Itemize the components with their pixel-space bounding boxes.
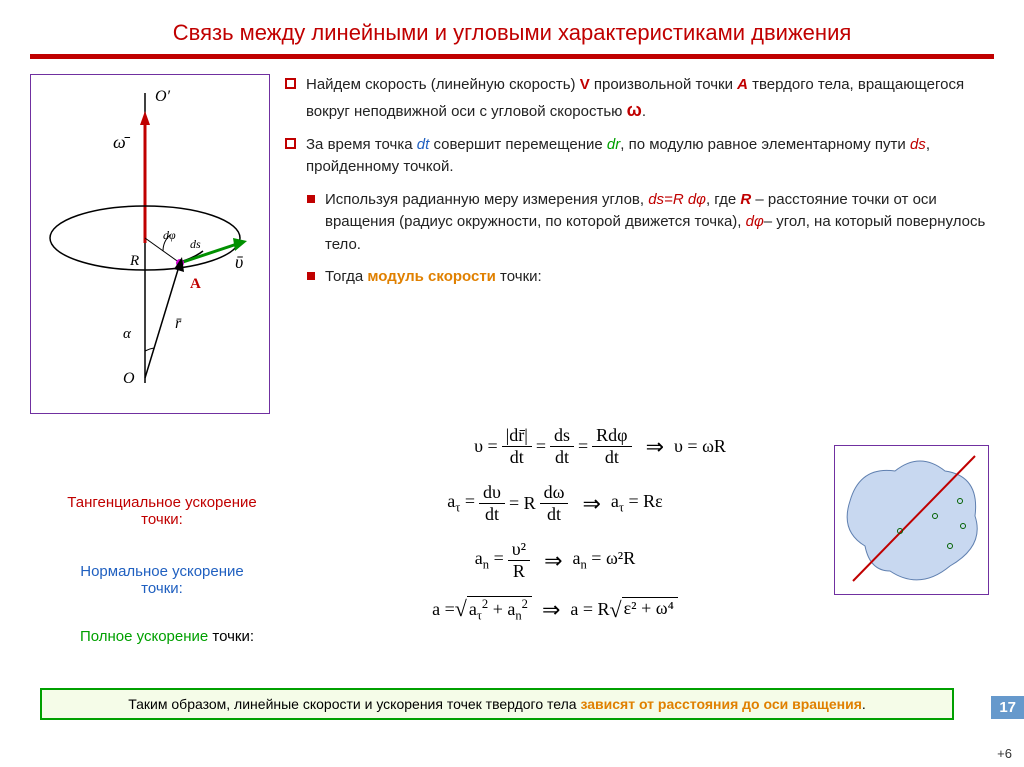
- label-O: O: [123, 370, 135, 387]
- formula-velocity: υ = |dr̄|dt = dsdt = Rdφdt ⇒ υ = ωR: [400, 425, 800, 468]
- label-alpha: α: [123, 326, 132, 342]
- label-Oprime: O′: [155, 88, 171, 105]
- label-normal: Нормальное ускорениеточки:: [52, 563, 272, 597]
- slide-title: Связь между линейными и угловыми характе…: [30, 10, 994, 54]
- page-number: 17: [991, 696, 1024, 719]
- label-r: r̄: [175, 315, 182, 332]
- bullet-icon: [307, 272, 315, 280]
- formula-normal: an = υ²R ⇒ an = ω²R: [310, 539, 800, 582]
- formula-tangential: aτ = dυdt = R dωdt ⇒ aτ = Rε: [310, 482, 800, 525]
- bullet-2: За время точка dt совершит перемещение d…: [285, 134, 994, 179]
- bullet-4: Тогда модуль скорости точки:: [285, 266, 994, 289]
- text-column: Найдем скорость (линейную скорость) V пр…: [285, 74, 994, 414]
- formula-full: a = √aτ2 + an2 ⇒ a = R √ε² + ω⁴: [310, 596, 800, 624]
- bullet-icon: [285, 78, 296, 89]
- bullet-icon: [307, 195, 315, 203]
- label-tangential: Тангенциальное ускорениеточки:: [52, 494, 272, 528]
- label-R: R: [129, 253, 139, 269]
- bullet-1: Найдем скорость (линейную скорость) V пр…: [285, 74, 994, 124]
- bullet-icon: [285, 138, 296, 149]
- plus6-label: +6: [997, 746, 1012, 761]
- label-ds: ds: [190, 237, 201, 251]
- label-omega: ω̄: [113, 132, 131, 152]
- conclusion-box: Таким образом, линейные скорости и ускор…: [40, 688, 954, 720]
- rigid-body-figure: [834, 445, 989, 595]
- title-underline: [30, 54, 994, 59]
- bullet-3: Используя радианную меру измерения углов…: [285, 189, 994, 257]
- rotation-diagram: O′ ω̄ R dφ ds ῡ: [30, 74, 270, 414]
- label-dphi: dφ: [163, 228, 176, 242]
- label-full: Полное ускорение точки:: [52, 628, 282, 645]
- formula-area: υ = |dr̄|dt = dsdt = Rdφdt ⇒ υ = ωR aτ =…: [310, 425, 800, 638]
- label-v: ῡ: [235, 252, 243, 272]
- label-A: A: [190, 276, 201, 292]
